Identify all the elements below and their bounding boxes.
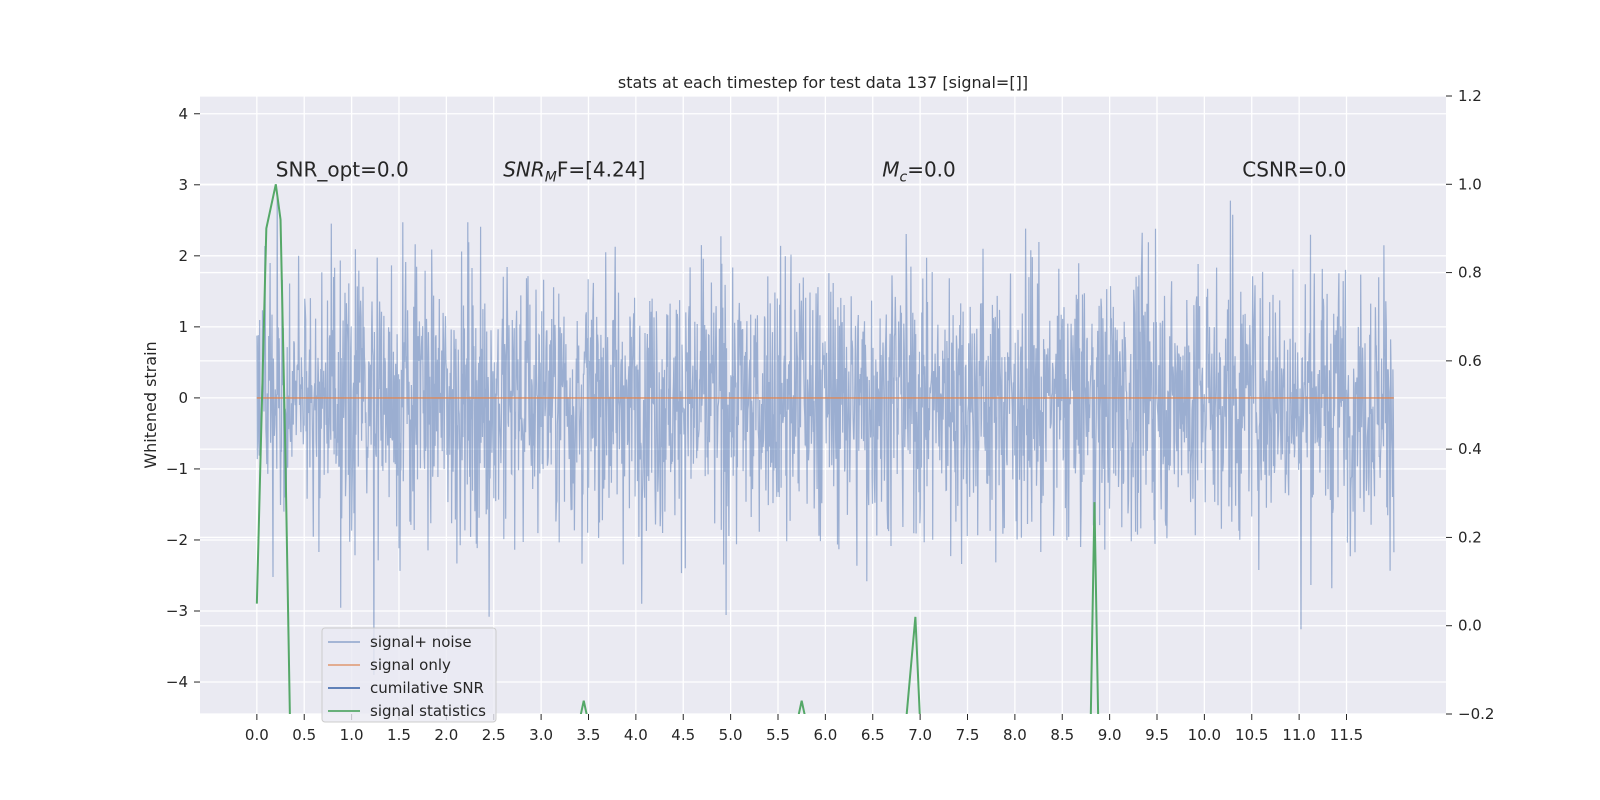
chart-title: stats at each timestep for test data 137… (618, 73, 1028, 92)
y-right-tick-label: −0.2 (1458, 705, 1494, 723)
y-tick-label: −4 (166, 673, 188, 691)
x-tick-label: 8.5 (1050, 726, 1074, 744)
legend-label: signal only (370, 656, 451, 674)
y-tick-label: 3 (178, 176, 188, 194)
y-axis-label: Whitened strain (141, 341, 160, 468)
x-tick-label: 0.5 (292, 726, 316, 744)
legend-label: signal+ noise (370, 633, 472, 651)
x-tick-label: 7.5 (956, 726, 980, 744)
x-tick-label: 6.5 (861, 726, 885, 744)
y-right-tick-label: 0.2 (1458, 528, 1482, 546)
x-tick-label: 4.5 (671, 726, 695, 744)
x-tick-label: 7.0 (908, 726, 932, 744)
y-tick-label: −1 (166, 460, 188, 478)
x-tick-label: 0.0 (245, 726, 269, 744)
annotation-0: SNR_opt=0.0 (276, 158, 409, 182)
x-tick-label: 3.0 (529, 726, 553, 744)
y-tick-label: −2 (166, 531, 188, 549)
legend-label: cumilative SNR (370, 679, 484, 697)
y-tick-label: 0 (178, 389, 188, 407)
x-tick-label: 5.5 (766, 726, 790, 744)
x-tick-label: 3.5 (577, 726, 601, 744)
series-signal-statistics (255, 184, 1100, 714)
line-series (255, 184, 1394, 714)
annotation-1: SNRMF=[4.24] (503, 158, 645, 186)
x-tick-label: 1.5 (387, 726, 411, 744)
legend-box (321, 627, 497, 723)
y-right-tick-label: 0.8 (1458, 264, 1482, 282)
x-tick-label: 5.0 (719, 726, 743, 744)
x-tick-label: 9.5 (1145, 726, 1169, 744)
y-right-tick-label: 0.6 (1458, 352, 1482, 370)
x-tick-label: 11.0 (1282, 726, 1315, 744)
x-tick-label: 8.0 (1003, 726, 1027, 744)
x-tick-label: 6.0 (813, 726, 837, 744)
legend-label: signal statistics (370, 702, 486, 720)
x-tick-label: 11.5 (1330, 726, 1363, 744)
y-tick-label: 2 (178, 247, 188, 265)
axes: 0.0 0.5 1.0 1.5 2.0 2.5 3.0 3.5 4.0 4.5 5.0 5.5 6.0 6… (166, 87, 1495, 744)
x-tick-label: 4.0 (624, 726, 648, 744)
x-tick-label: 1.0 (340, 726, 364, 744)
y-tick-label: 1 (178, 318, 188, 336)
x-tick-label: 2.0 (434, 726, 458, 744)
legend: signal+ noise signal only cumilative SNR si… (321, 627, 497, 723)
x-tick-label: 10.0 (1188, 726, 1221, 744)
x-tick-label: 9.0 (1098, 726, 1122, 744)
x-tick-label: 10.5 (1235, 726, 1268, 744)
y-tick-label: 4 (178, 105, 188, 123)
y-right-tick-label: 1.2 (1458, 87, 1482, 105)
y-right-tick-label: 0.0 (1458, 617, 1482, 635)
annotation-3: CSNR=0.0 (1242, 158, 1346, 182)
y-right-tick-label: 1.0 (1458, 175, 1482, 193)
annotation-2: Mc=0.0 (882, 158, 956, 186)
y-right-tick-label: 0.4 (1458, 440, 1482, 458)
annotations: SNR_opt=0.0 SNRMF=[4.24] Mc=0.0 CSNR=0.0 (276, 158, 1347, 186)
x-tick-label: 2.5 (482, 726, 506, 744)
y-tick-label: −3 (166, 602, 188, 620)
